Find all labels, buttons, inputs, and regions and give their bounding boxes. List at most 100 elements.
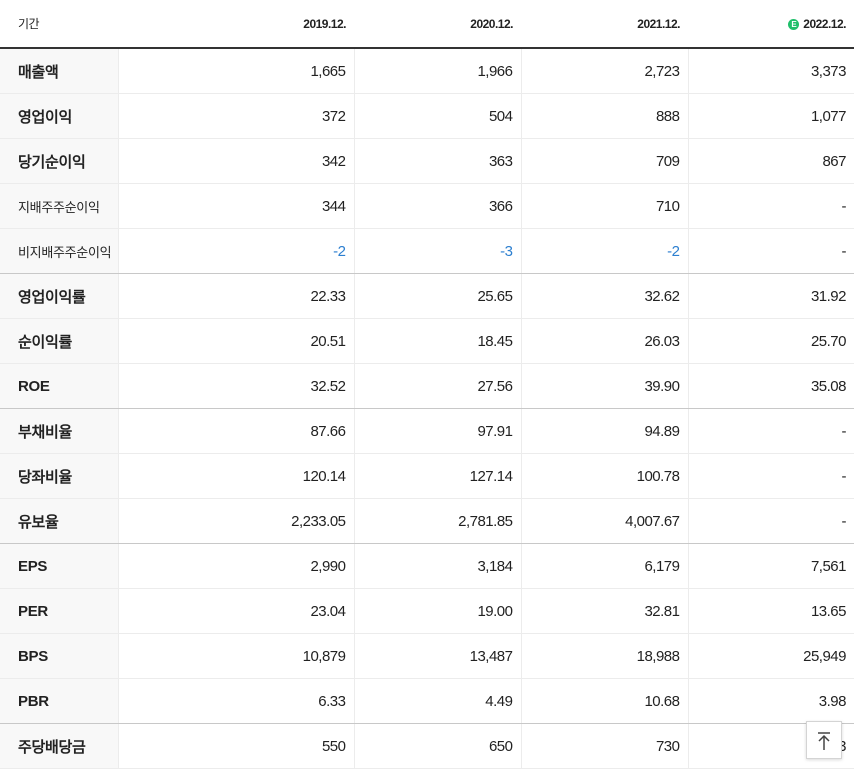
- table-cell: 3,373: [687, 48, 854, 94]
- period-header-2020: 2020.12.: [354, 0, 521, 49]
- table-cell: -2: [520, 228, 688, 274]
- row-label: 지배주주순이익: [0, 183, 118, 229]
- table-cell: 2,990: [117, 543, 354, 589]
- table-cell: 2,723: [520, 48, 688, 94]
- table-cell: 550: [117, 723, 354, 769]
- table-cell: 20.51: [117, 318, 354, 364]
- table-cell: 13,487: [353, 633, 521, 679]
- period-header-label: 기간: [0, 0, 118, 49]
- table-cell: 18,988: [520, 633, 688, 679]
- table-cell: 363: [353, 138, 521, 184]
- period-header-2022: E 2022.12.: [688, 0, 854, 49]
- table-cell: 710: [520, 183, 688, 229]
- table-cell: 730: [520, 723, 688, 769]
- table-cell: 1,966: [353, 48, 521, 94]
- table-cell: 650: [353, 723, 521, 769]
- table-row: PER 23.04 19.00 32.81 13.65: [0, 588, 854, 634]
- table-cell: 6,179: [520, 543, 688, 589]
- period-header-2022-label: 2022.12.: [803, 16, 846, 31]
- table-cell: 25,949: [687, 633, 854, 679]
- table-row: 유보율 2,233.05 2,781.85 4,007.67-: [0, 498, 854, 544]
- table-cell: 97.91: [353, 408, 521, 454]
- table-cell: 867: [687, 138, 854, 184]
- table-cell: 32.81: [520, 588, 688, 634]
- table-cell: 18.45: [353, 318, 521, 364]
- table-cell: -3: [353, 228, 521, 274]
- table-cell: 32.62: [520, 273, 688, 319]
- table-row: 주당배당금 550 650 730 3: [0, 723, 854, 769]
- table-cell: 709: [520, 138, 688, 184]
- table-cell: 888: [520, 93, 688, 139]
- table-cell: 10,879: [117, 633, 354, 679]
- table-cell: 344: [117, 183, 354, 229]
- row-label: ROE: [0, 363, 118, 409]
- row-label: EPS: [0, 543, 118, 589]
- table-row: BPS 10,879 13,487 18,988 25,949: [0, 633, 854, 679]
- row-label: 매출액: [0, 48, 118, 94]
- table-cell: -2: [117, 228, 354, 274]
- table-cell: 2,233.05: [117, 498, 354, 544]
- table-cell: 32.52: [117, 363, 354, 409]
- table-cell: -: [687, 228, 854, 274]
- table-row: 지배주주순이익 344 366 710-: [0, 183, 854, 229]
- table-row: 비지배주주순이익 -2 -3 -2-: [0, 228, 854, 274]
- table-cell: 25.70: [687, 318, 854, 364]
- table-cell: 10.68: [520, 678, 688, 724]
- table-row: PBR 6.33 4.49 10.68 3.98: [0, 678, 854, 724]
- table-cell: 1,665: [117, 48, 354, 94]
- row-label: PER: [0, 588, 118, 634]
- table-cell: 25.65: [353, 273, 521, 319]
- row-label: 유보율: [0, 498, 118, 544]
- table-cell: 504: [353, 93, 521, 139]
- row-label: 영업이익: [0, 93, 118, 139]
- table-cell: 366: [353, 183, 521, 229]
- row-label: BPS: [0, 633, 118, 679]
- table-cell: 2,781.85: [353, 498, 521, 544]
- row-label: PBR: [0, 678, 118, 724]
- table-row: EPS 2,990 3,184 6,179 7,561: [0, 543, 854, 589]
- table-row: 매출액 1,665 1,966 2,723 3,373: [0, 48, 854, 94]
- table-cell: 26.03: [520, 318, 688, 364]
- table-cell: 27.56: [353, 363, 521, 409]
- period-header-2021: 2021.12.: [521, 0, 688, 49]
- table-cell: 342: [117, 138, 354, 184]
- row-label: 부채비율: [0, 408, 118, 454]
- table-cell: 3.98: [687, 678, 854, 724]
- table-cell: 94.89: [520, 408, 688, 454]
- estimate-badge-icon: E: [788, 18, 800, 30]
- row-label: 주당배당금: [0, 723, 118, 769]
- table-cell: 31.92: [687, 273, 854, 319]
- period-header-2019: 2019.12.: [118, 0, 354, 49]
- table-cell: 13.65: [687, 588, 854, 634]
- table-cell: -: [687, 498, 854, 544]
- row-label: 영업이익률: [0, 273, 118, 319]
- scroll-to-top-button[interactable]: [806, 721, 842, 759]
- table-cell: 4,007.67: [520, 498, 688, 544]
- table-cell: 39.90: [520, 363, 688, 409]
- row-label: 비지배주주순이익: [0, 228, 118, 274]
- table-cell: -: [687, 408, 854, 454]
- table-cell: -: [687, 183, 854, 229]
- table-cell: 6.33: [117, 678, 354, 724]
- table-cell: 23.04: [117, 588, 354, 634]
- table-cell: 35.08: [687, 363, 854, 409]
- table-cell: -: [687, 453, 854, 499]
- table-cell: 100.78: [520, 453, 688, 499]
- table-cell: 22.33: [117, 273, 354, 319]
- table-row: 당기순이익 342 363 709 867: [0, 138, 854, 184]
- table-row: ROE 32.52 27.56 39.90 35.08: [0, 363, 854, 409]
- table-cell: 7,561: [687, 543, 854, 589]
- row-label: 당좌비율: [0, 453, 118, 499]
- table-cell: 87.66: [117, 408, 354, 454]
- row-label: 당기순이익: [0, 138, 118, 184]
- table-row: 영업이익률 22.33 25.65 32.62 31.92: [0, 273, 854, 319]
- table-cell: 372: [117, 93, 354, 139]
- table-row: 순이익률 20.51 18.45 26.03 25.70: [0, 318, 854, 364]
- table-cell: 19.00: [353, 588, 521, 634]
- table-row: 부채비율 87.66 97.91 94.89-: [0, 408, 854, 454]
- table-cell: 1,077: [687, 93, 854, 139]
- table-cell: 3,184: [353, 543, 521, 589]
- table-cell: 120.14: [117, 453, 354, 499]
- row-label: 순이익률: [0, 318, 118, 364]
